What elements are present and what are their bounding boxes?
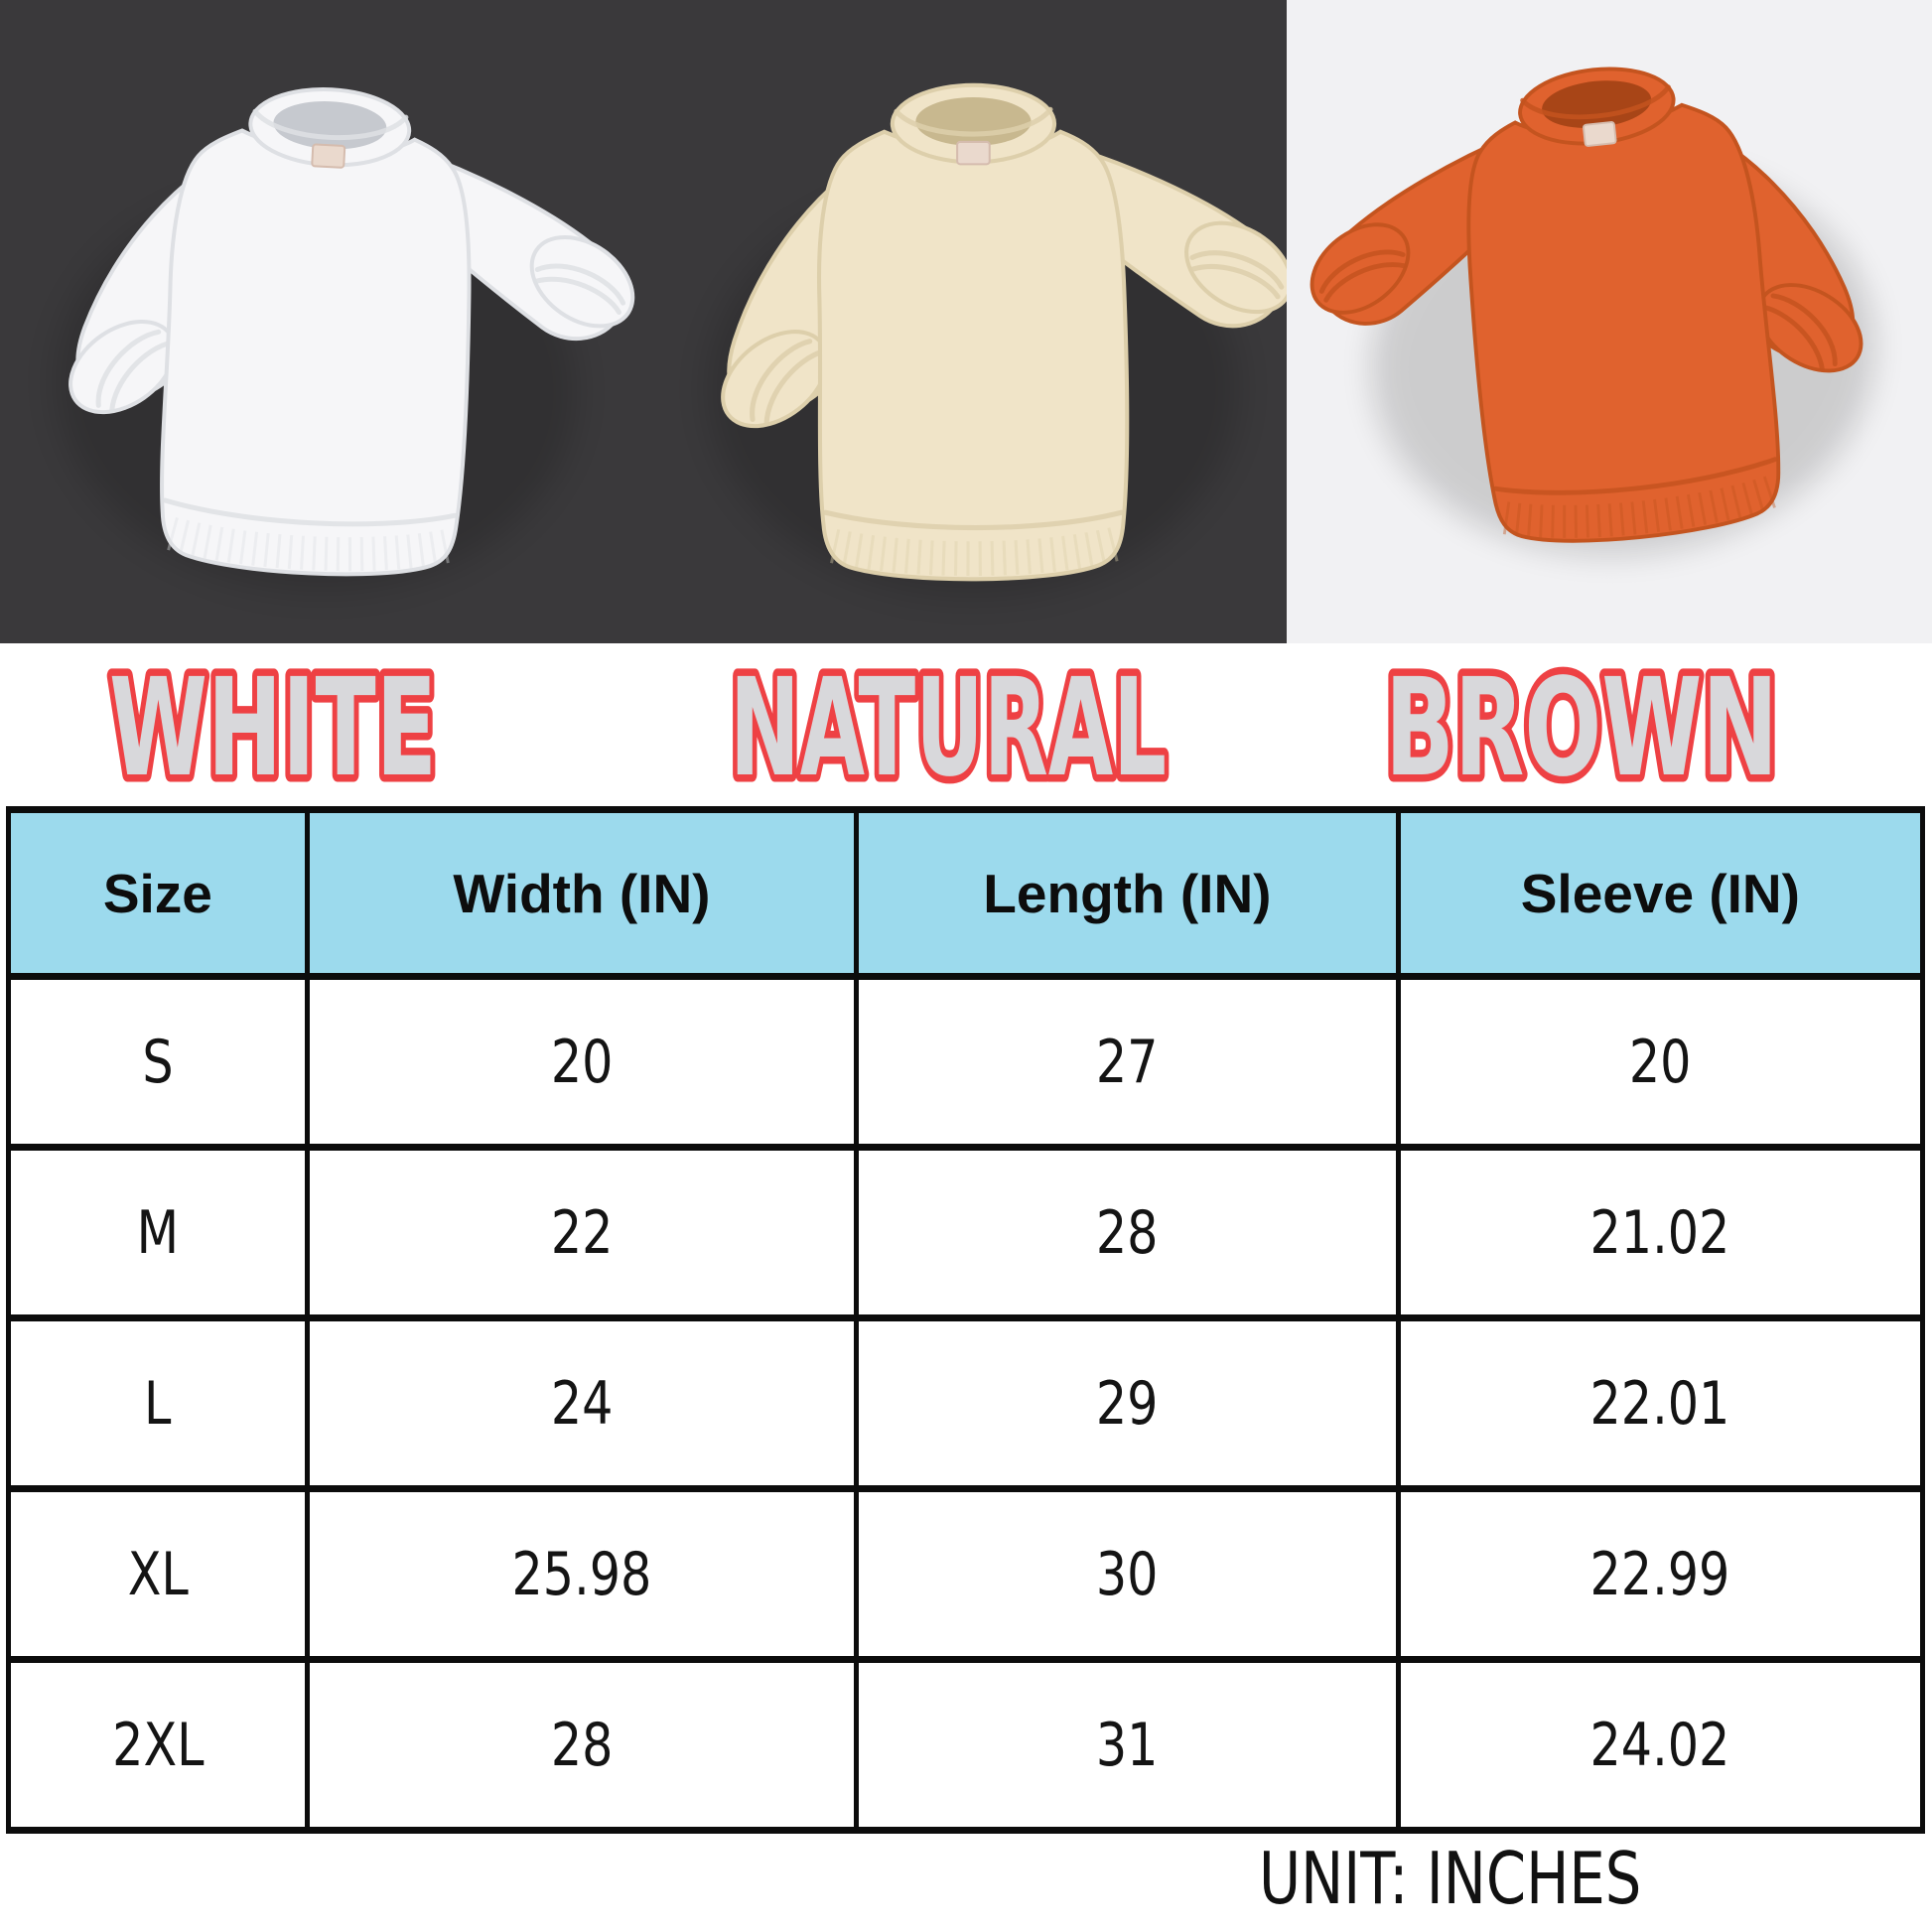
column-header-sleeve: Sleeve (IN) xyxy=(1395,806,1926,980)
cell-xl-size: XL xyxy=(6,1485,310,1663)
column-header-length: Length (IN) xyxy=(854,806,1401,980)
color-labels-row: WHITE NATURAL BROWN xyxy=(102,643,1786,809)
cell-m-width: 22 xyxy=(304,1144,860,1321)
color-label-white: WHITE xyxy=(109,650,437,807)
cell-xl-sleeve: 22.99 xyxy=(1395,1485,1926,1663)
table-row-xl: XL 25.98 30 22.99 xyxy=(6,1485,1926,1663)
cell-s-sleeve: 20 xyxy=(1395,973,1926,1151)
table-row-2xl: 2XL 28 31 24.02 xyxy=(6,1656,1926,1834)
cell-2xl-length: 31 xyxy=(854,1656,1401,1834)
product-photo-natural xyxy=(643,0,1287,643)
cell-s-length: 27 xyxy=(854,973,1401,1151)
header-row: Size Width (IN) Length (IN) Sleeve (IN) xyxy=(6,806,1926,980)
product-photo-white xyxy=(0,0,643,643)
cell-m-length: 28 xyxy=(854,1144,1401,1321)
product-photo-strip xyxy=(0,0,1932,643)
column-header-size: Size xyxy=(6,806,310,980)
cell-s-width: 20 xyxy=(304,973,860,1151)
cell-m-size: M xyxy=(6,1144,310,1321)
cell-l-sleeve: 22.01 xyxy=(1395,1314,1926,1492)
size-chart-table: Size Width (IN) Length (IN) Sleeve (IN) … xyxy=(6,806,1926,1834)
cell-2xl-size: 2XL xyxy=(6,1656,310,1834)
cell-m-sleeve: 21.02 xyxy=(1395,1144,1926,1321)
cell-l-width: 24 xyxy=(304,1314,860,1492)
cell-s-size: S xyxy=(6,973,310,1151)
column-header-width: Width (IN) xyxy=(304,806,860,980)
table-row-s: S 20 27 20 xyxy=(6,973,1926,1151)
table-row-m: M 22 28 21.02 xyxy=(6,1144,1926,1321)
product-photo-brown xyxy=(1287,0,1932,643)
white-sweatshirt-illustration xyxy=(0,0,643,643)
table-row-l: L 24 29 22.01 xyxy=(6,1314,1926,1492)
color-label-brown: BROWN xyxy=(1385,650,1778,807)
cell-xl-length: 30 xyxy=(854,1485,1401,1663)
natural-sweatshirt-illustration xyxy=(643,0,1287,643)
cell-2xl-width: 28 xyxy=(304,1656,860,1834)
unit-note: UNIT: INCHES xyxy=(1259,1837,1642,1920)
color-label-natural: NATURAL xyxy=(730,650,1167,807)
cell-l-size: L xyxy=(6,1314,310,1492)
cell-l-length: 29 xyxy=(854,1314,1401,1492)
cell-xl-width: 25.98 xyxy=(304,1485,860,1663)
cell-2xl-sleeve: 24.02 xyxy=(1395,1656,1926,1834)
brown-sweatshirt-illustration xyxy=(1287,0,1932,643)
